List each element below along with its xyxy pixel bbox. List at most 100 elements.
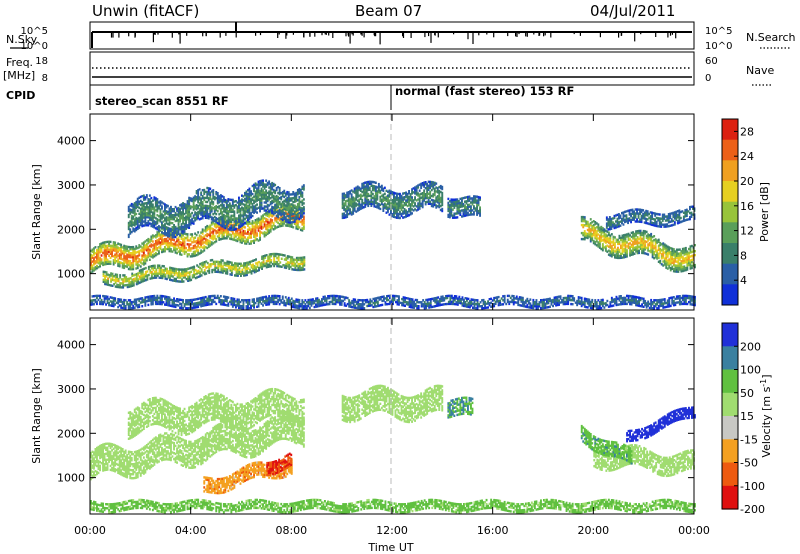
echo-cell [217,270,220,274]
echo-cell [144,262,147,265]
echo-cell [176,233,178,236]
echo-cell [183,246,186,249]
echo-cell [427,186,430,189]
echo-cell [295,207,298,211]
echo-cell [297,256,300,260]
echo-cell [203,241,206,244]
echo-cell [150,204,153,208]
echo-cell [133,257,136,261]
echo-cell [295,195,298,199]
echo-cell [167,239,169,243]
echo-cell [280,224,283,228]
echo-cell [127,221,130,225]
echo-cell [142,204,145,207]
echo-cell [164,238,166,241]
echo-cell [200,262,203,265]
echo-cell [255,258,257,261]
echo-cell [248,199,251,202]
echo-cell [373,203,376,206]
echo-cell [206,265,209,269]
echo-cell [260,201,263,204]
echo-cell [371,200,374,204]
echo-cell [103,259,106,262]
echo-cell [183,250,186,253]
echo-cell [417,208,420,211]
echo-cell [591,229,594,232]
echo-cell [456,212,459,215]
echo-cell [423,181,426,184]
echo-cell [195,239,198,243]
echo-cell [121,262,124,265]
echo-cell [298,192,301,195]
echo-cell [651,249,654,253]
echo-cell [106,246,109,249]
echo-cell [601,243,604,246]
echo-cell [182,232,184,235]
echo-cell [379,195,382,199]
echo-cell [439,190,442,194]
echo-cell [198,240,201,243]
echo-cell [136,256,139,260]
echo-cell [165,218,168,221]
echo-cell [358,200,361,203]
echo-cell [365,195,368,198]
echo-cell [203,212,206,216]
echo-cell [645,230,648,234]
echo-cell [289,223,292,226]
echo-cell [269,230,272,233]
echo-cell [204,196,207,200]
echo-cell [604,237,607,240]
echo-cell [201,230,204,233]
echo-cell [586,234,589,238]
echo-cell [109,260,112,263]
echo-cell [141,213,144,216]
echo-cell [96,261,98,264]
echo-cell [186,233,189,236]
echo-cell [371,180,374,184]
echo-cell [111,278,114,282]
echo-cell [468,199,471,202]
echo-cell [296,199,299,202]
echo-cell [209,193,212,196]
echo-cell [292,197,295,200]
echo-cell [263,183,266,186]
echo-cell [476,199,478,202]
echo-cell [250,264,253,267]
echo-cell [285,264,288,268]
echo-cell [265,260,268,263]
echo-cell [377,202,380,206]
echo-cell [259,210,261,213]
echo-cell [289,211,292,214]
echo-cell [454,216,457,219]
echo-cell [438,199,441,203]
echo-cell [238,234,240,237]
echo-cell [168,209,171,212]
echo-cell [274,262,277,266]
echo-cell [243,264,245,267]
echo-cell [224,223,227,226]
echo-cell [175,269,177,273]
echo-cell [668,266,671,269]
echo-cell [247,222,249,225]
echo-cell [374,189,377,192]
echo-cell [609,254,612,257]
echo-cell [114,285,117,288]
echo-cell [615,252,618,255]
echo-cell [439,184,442,188]
echo-cell [666,261,669,264]
echo-cell [585,222,588,225]
echo-cell [377,184,380,188]
echo-cell [156,220,159,223]
echo-cell [236,229,239,233]
echo-cell [206,261,209,265]
echo-cell [627,232,630,236]
echo-cell [239,223,242,226]
echo-cell [367,194,370,198]
echo-cell [618,254,621,258]
echo-cell [358,194,361,197]
echo-cell [268,194,271,197]
echo-cell [131,282,134,285]
echo-cell [289,193,292,196]
echo-cell [656,255,659,258]
echo-cell [620,244,622,247]
